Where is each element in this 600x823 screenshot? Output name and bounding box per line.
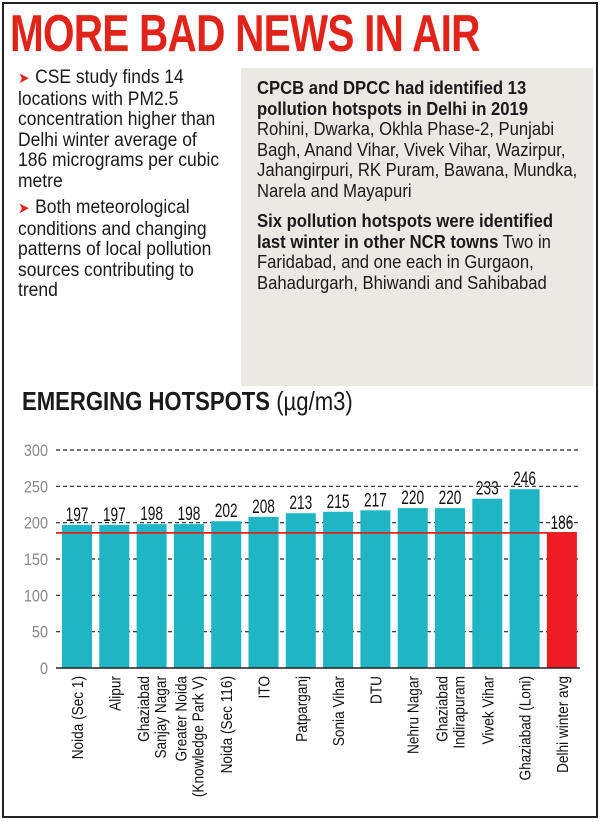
bar xyxy=(397,508,428,668)
bar xyxy=(360,510,391,668)
x-tick-label: Patparganj xyxy=(294,676,311,742)
x-tick-label: Noida (Sec 116) xyxy=(219,676,236,773)
data-label: 198 xyxy=(177,503,200,525)
x-tick-label: DTU xyxy=(369,676,386,704)
x-tick-label: Delhi winter avg xyxy=(555,676,572,773)
data-label: 246 xyxy=(513,468,536,490)
bullet-text: CSE study finds 14 locations with PM2.5 … xyxy=(18,67,220,192)
bar xyxy=(211,521,242,668)
bar xyxy=(99,524,130,668)
bar xyxy=(285,513,316,668)
panel-paragraph-2: Six pollution hotspots were identified l… xyxy=(257,210,581,293)
bar xyxy=(435,508,465,668)
data-label: 220 xyxy=(401,487,424,509)
arrow-icon: ➤ xyxy=(18,70,30,87)
chart-title-text: EMERGING HOTSPOTS xyxy=(22,386,271,416)
y-tick-label: 50 xyxy=(32,624,48,642)
x-tick-label: Vivek Vihar xyxy=(481,676,498,745)
bullet-1: ➤ CSE study finds 14 locations with PM2.5… xyxy=(18,67,225,192)
y-tick-label: 150 xyxy=(24,551,48,569)
bar xyxy=(62,524,92,668)
panel-heading-2: Six pollution hotspots were identified l… xyxy=(257,210,554,252)
bar xyxy=(509,489,540,668)
arrow-icon: ➤ xyxy=(18,200,30,217)
headline: MORE BAD NEWS IN AIR xyxy=(10,5,480,63)
x-tick-label: Nehru Nagar xyxy=(406,676,423,754)
bar xyxy=(546,532,577,668)
chart-unit: (µg/m3) xyxy=(276,386,353,416)
panel-heading-1: CPCB and DPCC had identified 13 pollutio… xyxy=(257,77,529,119)
panel-paragraph-1: CPCB and DPCC had identified 13 pollutio… xyxy=(257,77,581,201)
bar xyxy=(173,524,204,668)
chart-title: EMERGING HOTSPOTS (µg/m3) xyxy=(22,386,353,417)
y-tick-label: 250 xyxy=(24,478,48,496)
data-label: 208 xyxy=(252,496,275,518)
bar xyxy=(136,524,167,668)
y-tick-label: 100 xyxy=(24,587,48,605)
x-tick-label: Ghaziabad xyxy=(136,676,153,742)
data-label: 233 xyxy=(476,477,499,499)
x-tick-label: Sanjay Nagar xyxy=(153,676,170,759)
bar xyxy=(323,511,354,668)
x-tick-label: Sonia Vihar xyxy=(331,676,348,746)
data-label: 202 xyxy=(215,500,238,522)
data-label: 215 xyxy=(327,491,350,513)
x-tick-label: (Knowledge Park V) xyxy=(191,676,208,797)
x-tick-label: Ghaziabad xyxy=(435,676,452,742)
data-label: 198 xyxy=(140,503,163,525)
x-tick-label: Alipur xyxy=(108,676,125,711)
y-tick-label: 300 xyxy=(24,442,48,460)
panel-text-1: Rohini, Dwarka, Okhla Phase-2, Punjabi B… xyxy=(257,118,578,201)
data-label: 217 xyxy=(364,489,387,511)
info-panel: CPCB and DPCC had identified 13 pollutio… xyxy=(241,68,593,386)
data-label: 197 xyxy=(103,504,126,526)
data-label: 220 xyxy=(439,487,462,509)
x-tick-label: Noida (Sec 1) xyxy=(70,676,87,759)
x-tick-label: ITO xyxy=(257,676,274,698)
x-tick-label: Greater Noida xyxy=(174,675,191,761)
data-label: 213 xyxy=(289,492,312,514)
bar xyxy=(248,516,279,668)
panel-text-2: Two in Faridabad, and one each in Gurgao… xyxy=(257,230,551,293)
data-label: 186 xyxy=(550,512,573,534)
x-tick-label: Indirapuram xyxy=(452,676,469,749)
y-tick-label: 0 xyxy=(40,660,48,678)
bullet-text: Both meteorological conditions and chang… xyxy=(18,197,212,301)
x-tick-label: Ghaziabad (Loni) xyxy=(518,676,535,780)
bar xyxy=(472,498,503,668)
data-label: 197 xyxy=(66,504,89,526)
y-tick-label: 200 xyxy=(24,515,48,533)
bullet-list: ➤ CSE study finds 14 locations with PM2.5… xyxy=(18,67,225,308)
bullet-2: ➤ Both meteorological conditions and chan… xyxy=(18,197,225,302)
